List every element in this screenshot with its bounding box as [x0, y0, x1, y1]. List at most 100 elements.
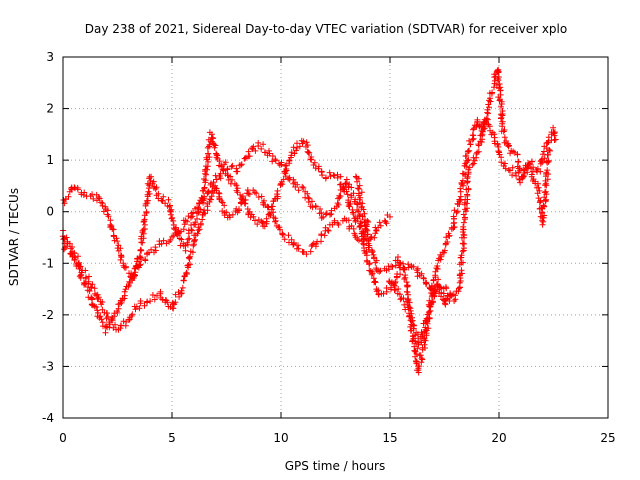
- data-point: [457, 185, 464, 192]
- data-point: [102, 329, 109, 336]
- data-point: [99, 202, 106, 209]
- data-point: [544, 139, 551, 146]
- data-point: [216, 158, 223, 165]
- data-point: [331, 172, 338, 179]
- data-point: [170, 217, 177, 224]
- data-point: [380, 290, 387, 297]
- data-point: [368, 271, 375, 278]
- y-tick-label: -4: [42, 411, 54, 425]
- data-point: [186, 235, 193, 242]
- data-point: [312, 165, 319, 172]
- data-point: [465, 148, 472, 154]
- x-tick-label: 5: [168, 431, 176, 445]
- data-point: [136, 305, 143, 312]
- data-point: [188, 226, 195, 233]
- y-tick-label: -2: [42, 308, 54, 322]
- data-point: [282, 163, 289, 169]
- data-point: [309, 241, 316, 248]
- y-axis-label: SDTVAR / TECUs: [7, 188, 21, 286]
- data-point: [132, 269, 139, 276]
- data-point: [162, 200, 169, 207]
- data-point: [505, 167, 512, 173]
- data-point: [241, 155, 248, 162]
- data-point: [454, 208, 461, 215]
- data-point: [465, 156, 472, 163]
- data-point: [400, 295, 407, 302]
- data-point: [365, 246, 372, 253]
- data-point: [368, 233, 375, 240]
- data-point: [405, 304, 412, 311]
- data-point: [460, 211, 467, 218]
- data-point: [106, 324, 113, 331]
- data-point: [337, 181, 343, 188]
- data-point: [407, 323, 414, 330]
- data-point: [184, 239, 191, 246]
- data-point: [210, 135, 217, 142]
- data-point: [505, 142, 512, 149]
- data-point: [459, 177, 466, 184]
- data-point: [517, 179, 524, 186]
- data-point: [65, 193, 72, 200]
- data-point: [414, 265, 421, 272]
- data-point: [114, 309, 121, 316]
- data-point: [350, 190, 357, 197]
- data-point: [240, 193, 246, 200]
- data-point: [82, 267, 89, 274]
- data-point: [137, 298, 144, 304]
- data-point: [95, 309, 101, 316]
- data-point: [261, 197, 267, 204]
- data-point: [419, 356, 426, 363]
- data-point: [325, 227, 332, 234]
- data-point: [534, 190, 541, 197]
- data-point: [89, 281, 96, 288]
- data-point: [140, 226, 147, 233]
- data-point: [541, 203, 548, 210]
- data-point: [401, 264, 407, 271]
- data-point: [285, 232, 292, 239]
- data-point: [440, 290, 447, 297]
- data-point: [487, 95, 493, 102]
- data-point: [110, 232, 117, 239]
- data-point: [514, 151, 521, 158]
- data-point: [90, 195, 97, 202]
- data-point: [396, 291, 403, 298]
- data-point: [77, 263, 83, 270]
- data-point: [282, 168, 289, 175]
- data-point: [371, 234, 378, 241]
- data-point: [184, 218, 191, 225]
- data-point: [68, 185, 75, 192]
- data-point: [311, 159, 318, 166]
- data-point: [277, 226, 283, 233]
- data-point: [189, 213, 196, 220]
- data-point: [354, 178, 361, 185]
- data-point: [495, 69, 502, 76]
- data-point: [397, 271, 404, 278]
- data-point: [304, 142, 311, 149]
- data-point: [272, 156, 279, 163]
- data-point: [499, 111, 506, 117]
- data-point: [414, 345, 421, 352]
- data-point: [118, 254, 125, 261]
- data-point: [129, 311, 136, 318]
- data-point: [104, 310, 111, 317]
- data-point: [205, 189, 211, 196]
- series-track-2: [59, 182, 393, 333]
- data-point: [372, 279, 379, 286]
- data-point: [155, 195, 162, 202]
- data-point: [520, 166, 527, 173]
- data-point: [63, 234, 70, 241]
- data-point: [93, 304, 100, 310]
- data-point: [434, 263, 441, 269]
- data-point: [172, 299, 179, 306]
- data-point: [160, 237, 167, 244]
- data-point: [419, 333, 426, 340]
- data-point: [258, 193, 265, 200]
- data-point: [344, 191, 351, 198]
- data-point: [187, 261, 193, 268]
- data-point: [520, 173, 527, 180]
- data-point: [208, 196, 214, 203]
- data-point: [173, 224, 179, 231]
- data-point: [176, 293, 183, 300]
- data-point: [343, 176, 350, 183]
- data-point: [158, 197, 165, 204]
